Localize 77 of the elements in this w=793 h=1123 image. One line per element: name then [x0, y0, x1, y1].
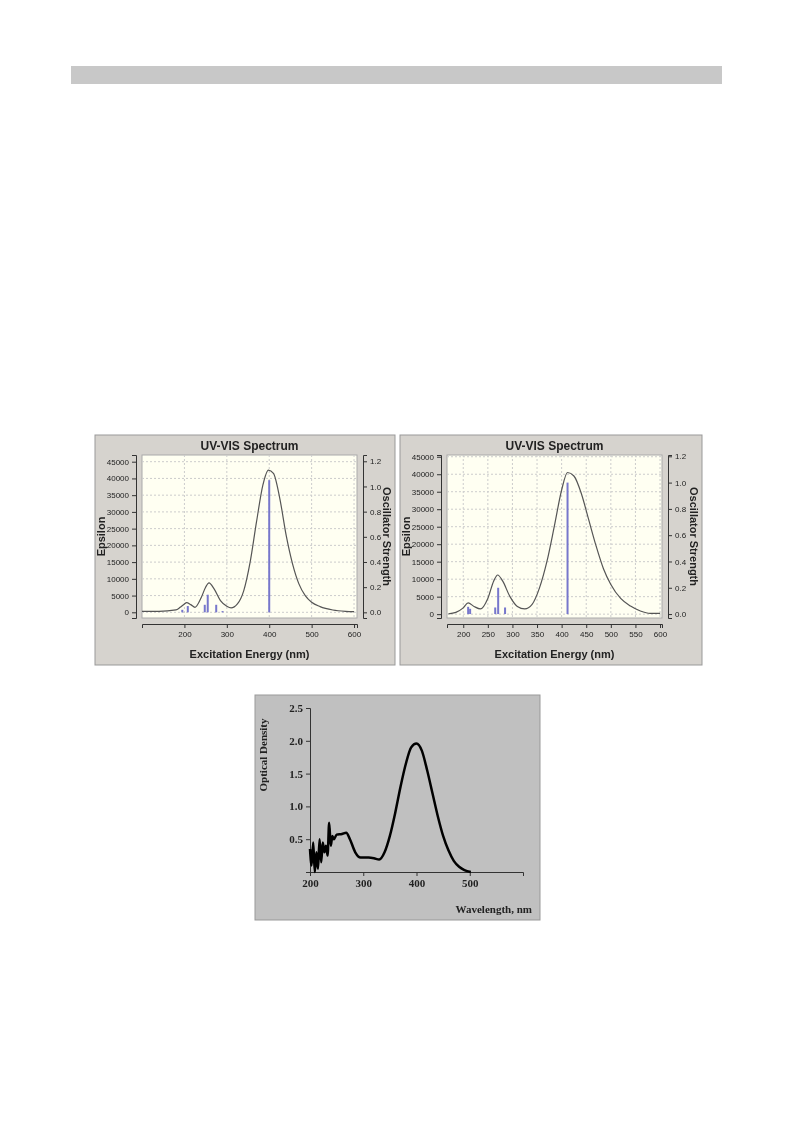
- y-tick-label: 5000: [416, 592, 435, 602]
- y-axis-title: Epsilon: [400, 516, 412, 557]
- line-series: [308, 742, 473, 874]
- bar: [268, 480, 271, 613]
- x-tick-label: 300: [355, 876, 373, 889]
- y2-tick-label: 0.2: [370, 583, 382, 593]
- y2-tick-label: 0.6: [675, 531, 687, 541]
- y-tick-label: 25000: [411, 522, 435, 532]
- line-series: [141, 469, 355, 613]
- y-tick-label: 10000: [106, 574, 130, 584]
- x-tick-label: 400: [408, 876, 426, 889]
- x-tick-label: 200: [457, 629, 471, 639]
- y-tick-label: 1.0: [289, 800, 304, 813]
- y2-tick-label: 0.4: [370, 558, 382, 568]
- y2-tick-label: 0.8: [370, 507, 382, 517]
- y-tick-label: 40000: [106, 474, 130, 484]
- x-axis-title: Excitation Energy (nm): [494, 648, 615, 660]
- y-tick-label: 2.0: [289, 734, 304, 747]
- x-tick-label: 500: [305, 629, 320, 639]
- y2-axis-title: Oscillator Strength: [381, 486, 393, 587]
- bar: [566, 482, 569, 615]
- x-axis-title: Wavelength, nm: [455, 903, 532, 915]
- y-tick-label: 30000: [106, 507, 130, 517]
- y2-tick-label: 1.2: [370, 457, 382, 467]
- bar: [186, 606, 189, 613]
- x-tick-label: 550: [629, 629, 644, 639]
- x-tick-label: 600: [653, 629, 668, 639]
- y-tick-label: 15000: [106, 558, 130, 568]
- y-tick-label: 15000: [411, 557, 435, 567]
- bar: [497, 587, 500, 615]
- y-tick-label: 1.5: [289, 767, 304, 780]
- x-tick-label: 500: [604, 629, 619, 639]
- y-axis-title: Epsilon: [95, 516, 107, 557]
- bar: [504, 607, 507, 615]
- x-axis-title: Excitation Energy (nm): [189, 648, 310, 660]
- y2-tick-label: 1.0: [370, 482, 382, 492]
- y2-tick-label: 0.0: [675, 610, 687, 620]
- y-tick-label: 45000: [411, 452, 435, 462]
- y-tick-label: 35000: [411, 487, 435, 497]
- x-tick-label: 450: [580, 629, 594, 639]
- x-tick-label: 200: [302, 876, 320, 889]
- y-tick-label: 30000: [411, 505, 435, 515]
- chart-title: UV-VIS Spectrum: [200, 439, 299, 453]
- y-tick-label: 2.5: [289, 702, 304, 715]
- chart-title: UV-VIS Spectrum: [505, 439, 604, 453]
- y2-tick-label: 1.0: [675, 478, 687, 488]
- y2-axis-title: Oscillator Strength: [688, 486, 700, 587]
- y-tick-label: 0: [124, 608, 130, 618]
- y2-tick-label: 0.6: [370, 532, 382, 542]
- x-tick-label: 400: [263, 629, 277, 639]
- y-tick-label: 0: [429, 610, 435, 620]
- y-tick-label: 40000: [411, 470, 435, 480]
- y2-tick-label: 0.4: [675, 557, 687, 567]
- bar: [206, 594, 209, 613]
- y-tick-label: 25000: [106, 524, 130, 534]
- y-tick-label: 35000: [106, 491, 130, 501]
- y-tick-label: 20000: [106, 541, 130, 551]
- y-axis-title: Optical Density: [257, 717, 269, 792]
- x-tick-label: 300: [506, 629, 521, 639]
- y2-tick-label: 1.2: [675, 452, 687, 462]
- line-series: [447, 471, 661, 615]
- y2-tick-label: 0.0: [370, 608, 382, 618]
- x-tick-label: 350: [530, 629, 545, 639]
- y-tick-label: 5000: [111, 591, 130, 601]
- x-tick-label: 250: [481, 629, 496, 639]
- y-tick-label: 20000: [411, 540, 435, 550]
- y-tick-label: 10000: [411, 575, 435, 585]
- x-tick-label: 200: [178, 629, 193, 639]
- x-tick-label: 300: [220, 629, 235, 639]
- bar: [215, 604, 218, 613]
- x-tick-label: 600: [347, 629, 362, 639]
- y-tick-label: 0.5: [289, 833, 304, 846]
- y2-tick-label: 0.2: [675, 583, 687, 593]
- x-tick-label: 400: [555, 629, 570, 639]
- y-tick-label: 45000: [106, 457, 130, 467]
- y2-tick-label: 0.8: [675, 504, 687, 514]
- x-tick-label: 500: [462, 876, 479, 889]
